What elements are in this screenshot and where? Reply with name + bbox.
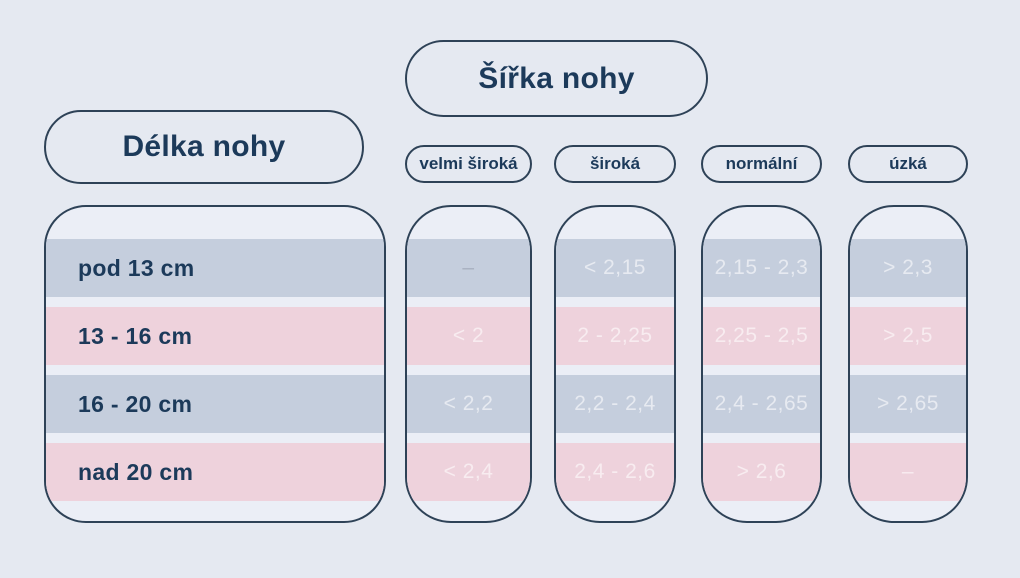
column-header-uzka: úzká	[848, 145, 968, 183]
row-band: pod 13 cm	[46, 239, 384, 297]
row-band: nad 20 cm	[46, 443, 384, 501]
row-band: 2,4 - 2,6	[556, 443, 674, 501]
row-band: > 2,65	[850, 375, 966, 433]
column-normalni: 2,15 - 2,3 2,25 - 2,5 2,4 - 2,65 > 2,6	[701, 205, 822, 523]
row-band: > 2,3	[850, 239, 966, 297]
row-labels-panel: pod 13 cm 13 - 16 cm 16 - 20 cm nad 20 c…	[44, 205, 386, 523]
cell-value: < 2,4	[443, 460, 494, 483]
row-label-16-20-cm: 16 - 20 cm	[78, 390, 193, 417]
cell-value: > 2,3	[883, 256, 933, 279]
column-header-normalni: normální	[701, 145, 822, 183]
row-label-nad-20-cm: nad 20 cm	[78, 458, 194, 485]
row-band: –	[407, 239, 530, 297]
row-band: < 2	[407, 307, 530, 365]
cell-value: 2,2 - 2,4	[574, 392, 656, 415]
foot-length-title: Délka nohy	[44, 110, 364, 184]
cell-value: < 2,2	[443, 392, 494, 415]
column-velmi-siroka: – < 2 < 2,2 < 2,4	[405, 205, 532, 523]
row-band: 2,25 - 2,5	[703, 307, 820, 365]
row-band: 2,2 - 2,4	[556, 375, 674, 433]
row-band: > 2,5	[850, 307, 966, 365]
row-band: 16 - 20 cm	[46, 375, 384, 433]
column-header-siroka: široká	[554, 145, 676, 183]
row-label-13-16-cm: 13 - 16 cm	[78, 322, 193, 349]
row-band: < 2,2	[407, 375, 530, 433]
column-siroka: < 2,15 2 - 2,25 2,2 - 2,4 2,4 - 2,6	[554, 205, 676, 523]
column-header-velmi-siroka: velmi široká	[405, 145, 532, 183]
cell-value: < 2	[452, 324, 485, 347]
cell-value: –	[462, 256, 475, 279]
column-uzka: > 2,3 > 2,5 > 2,65 –	[848, 205, 968, 523]
cell-value: > 2,65	[877, 392, 939, 415]
row-band: 2 - 2,25	[556, 307, 674, 365]
row-band: < 2,15	[556, 239, 674, 297]
cell-value: 2,25 - 2,5	[714, 324, 809, 347]
cell-value: 2,15 - 2,3	[714, 256, 809, 279]
row-band: –	[850, 443, 966, 501]
cell-value: 2,4 - 2,65	[714, 392, 809, 415]
cell-value: > 2,5	[883, 324, 933, 347]
row-band: 2,15 - 2,3	[703, 239, 820, 297]
row-band: < 2,4	[407, 443, 530, 501]
row-band: > 2,6	[703, 443, 820, 501]
foot-width-title: Šířka nohy	[405, 40, 708, 117]
row-band: 2,4 - 2,65	[703, 375, 820, 433]
row-band: 13 - 16 cm	[46, 307, 384, 365]
cell-value: 2 - 2,25	[577, 324, 653, 347]
cell-value: –	[901, 460, 915, 483]
cell-value: 2,4 - 2,6	[574, 460, 656, 483]
cell-value: > 2,6	[736, 460, 787, 483]
row-label-pod-13-cm: pod 13 cm	[78, 254, 195, 281]
cell-value: < 2,15	[584, 256, 646, 279]
